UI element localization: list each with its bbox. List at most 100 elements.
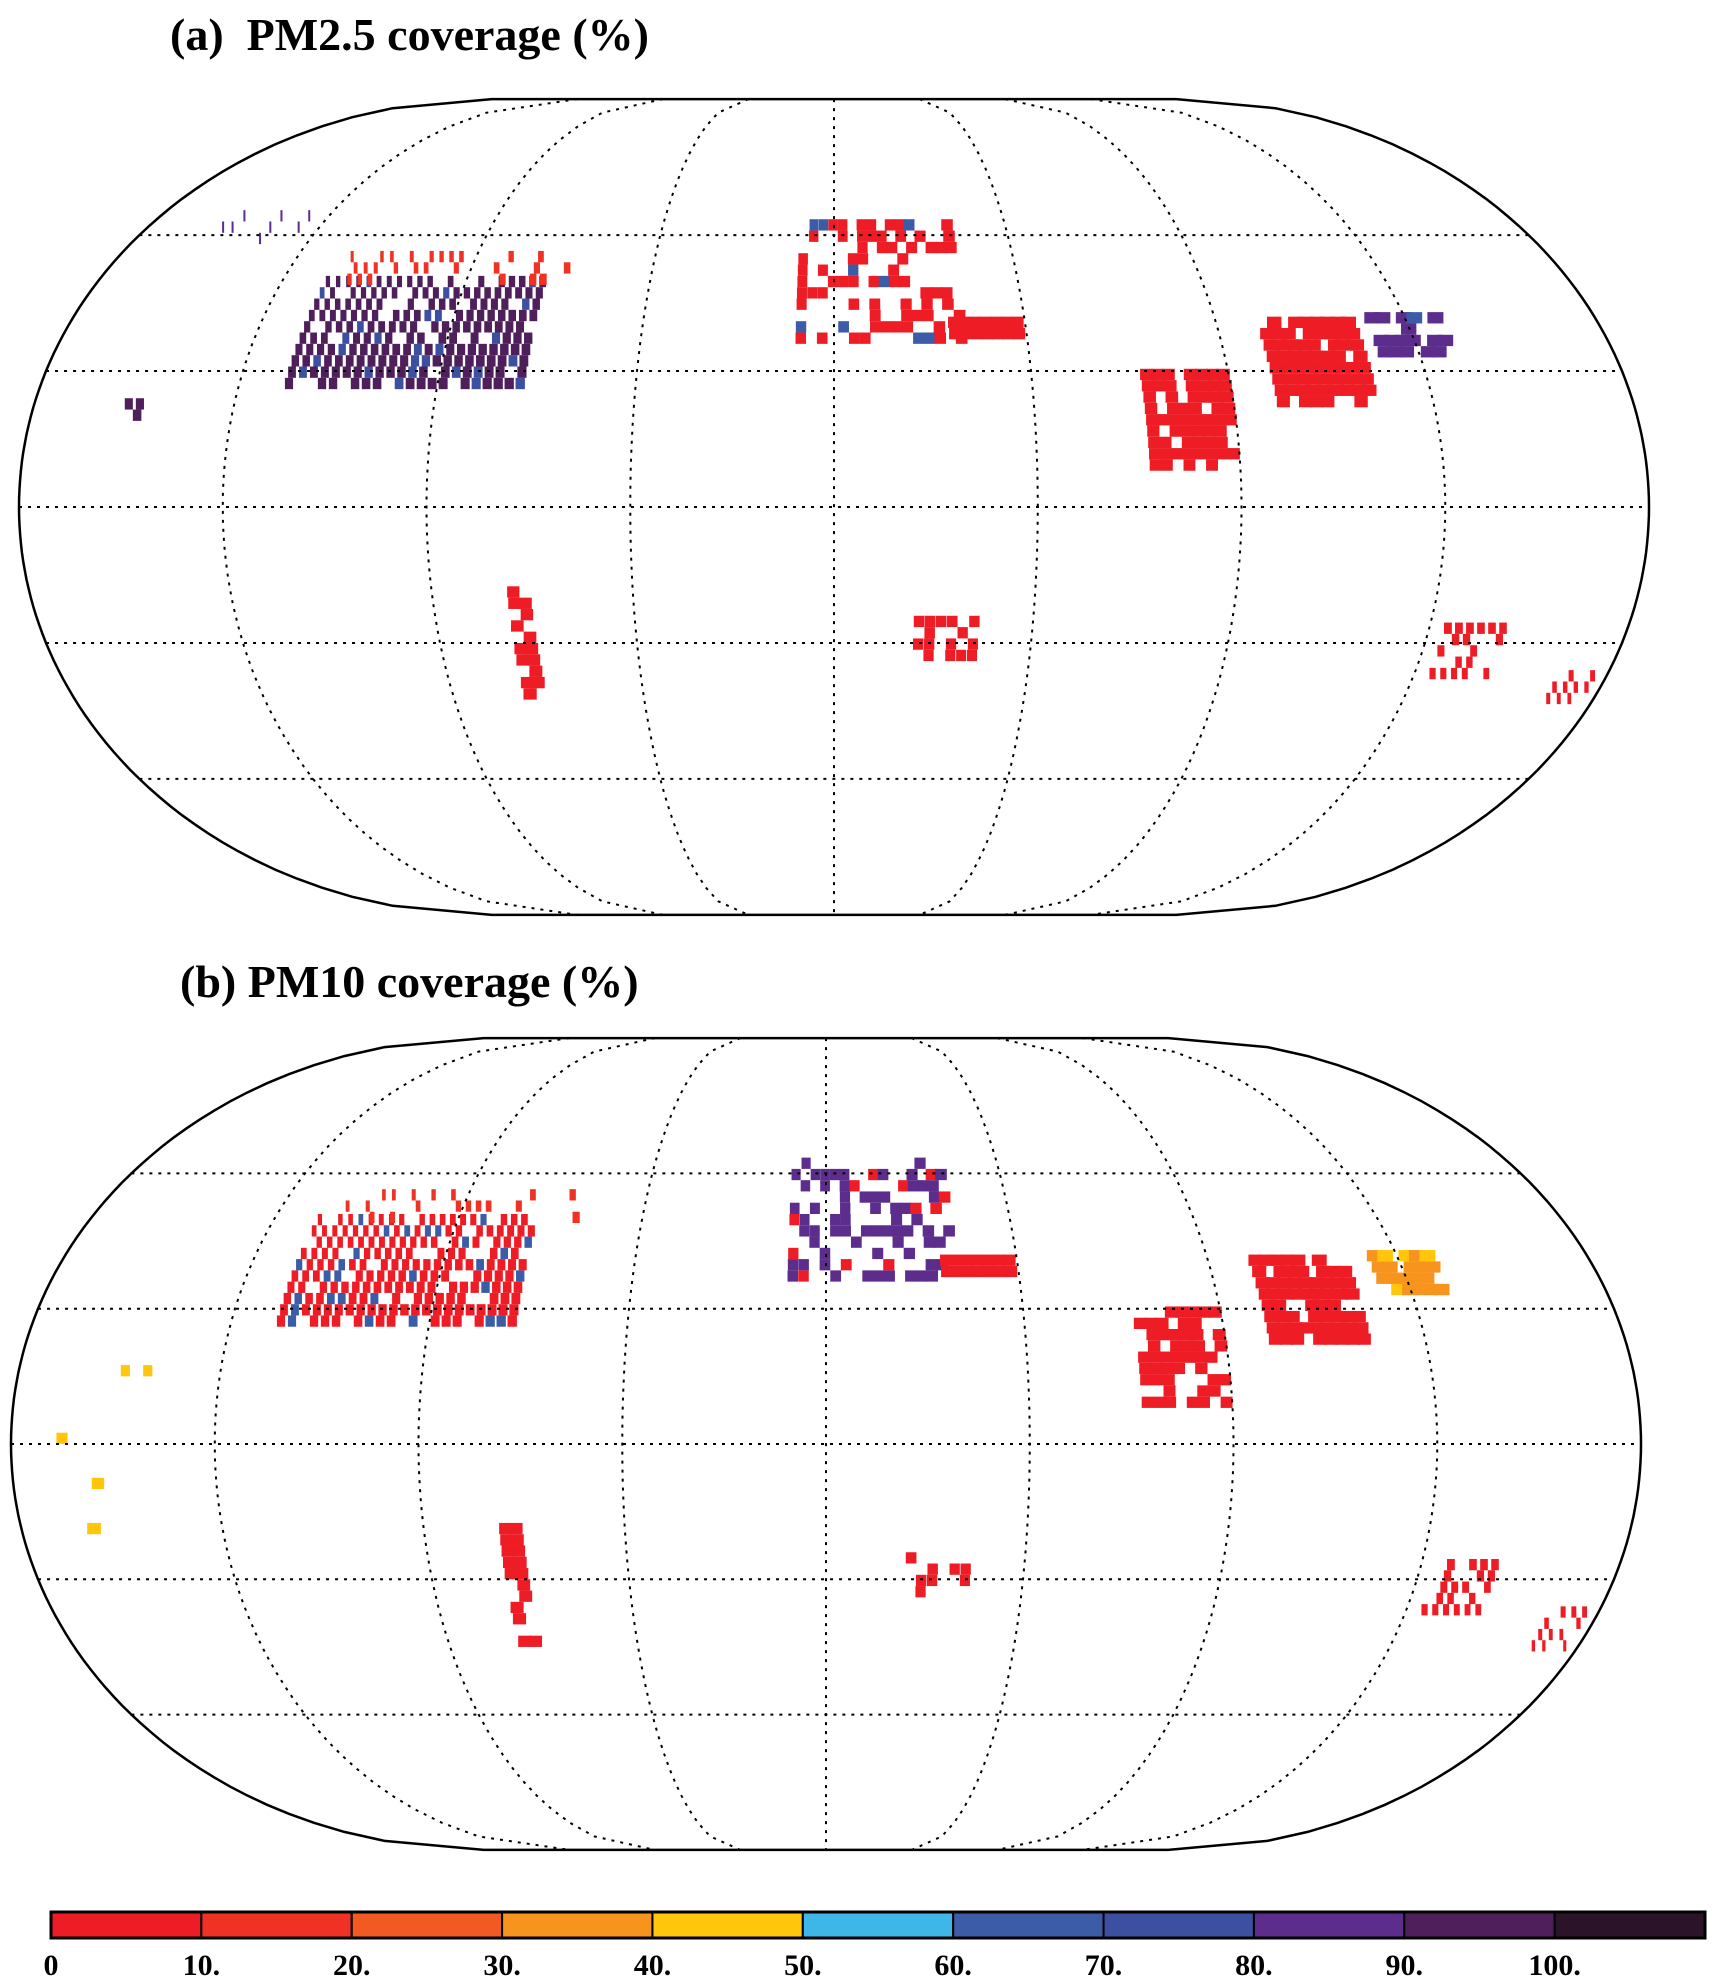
coverage-cell: [923, 649, 934, 662]
coverage-cell: [818, 219, 829, 231]
coverage-cell: [533, 262, 540, 274]
coverage-cell: [481, 1281, 490, 1293]
coverage-cell: [870, 321, 882, 333]
coverage-cell: [888, 264, 900, 276]
coverage-cell: [1313, 1333, 1327, 1345]
coverage-cell: [881, 1225, 893, 1237]
coverage-cell: [392, 1292, 401, 1305]
coverage-cell: [1291, 1288, 1306, 1300]
coverage-cell: [1002, 327, 1015, 340]
coverage-cell: [342, 1225, 348, 1237]
meridian-line: [1082, 1037, 1439, 1851]
coverage-cell: [1395, 312, 1412, 324]
coverage-cell: [323, 1270, 331, 1282]
coverage-cell: [928, 1191, 941, 1203]
coverage-cell: [393, 262, 399, 274]
coverage-cell: [859, 1191, 871, 1203]
coverage-cell: [967, 649, 977, 662]
coverage-cell: [367, 273, 373, 285]
coverage-cell: [297, 221, 300, 233]
coverage-cell: [493, 377, 503, 390]
coverage-cell: [880, 321, 892, 333]
coverage-cell: [487, 1304, 497, 1316]
coverage-cell: [530, 1189, 536, 1201]
coverage-cell: [480, 298, 488, 310]
coverage-cell: [523, 631, 537, 643]
coverage-cell: [1386, 1272, 1403, 1284]
coverage-cell: [1218, 380, 1232, 392]
coverage-cell: [891, 321, 903, 333]
meridian-line: [213, 1037, 570, 1851]
coverage-cell: [787, 1270, 798, 1282]
coverage-cell: [837, 230, 848, 242]
coverage-cell: [299, 332, 307, 344]
coverage-cell: [495, 366, 505, 378]
coverage-cell: [876, 230, 887, 242]
coverage-cell: [446, 1292, 455, 1305]
coverage-cell: [417, 332, 425, 344]
coverage-cell: [430, 1315, 440, 1327]
coverage-cell: [1431, 346, 1447, 358]
coverage-cell: [416, 1281, 425, 1293]
coverage-cell: [1316, 1299, 1331, 1311]
coverage-cell: [869, 1191, 881, 1203]
coverage-cell: [1273, 1265, 1288, 1278]
coverage-cell: [1286, 1310, 1300, 1323]
coverage-cell: [798, 1270, 809, 1282]
coverage-cell: [1172, 1362, 1186, 1375]
coverage-cell: [438, 332, 447, 344]
coverage-cell: [500, 1247, 509, 1260]
colorbar-swatch: [1102, 1911, 1255, 1939]
colorbar-tick-label: 50.: [784, 1949, 822, 1982]
coverage-cell: [511, 620, 524, 632]
coverage-cell: [493, 1236, 501, 1248]
coverage-cell: [482, 377, 492, 390]
coverage-cell: [349, 343, 357, 356]
coverage-cell: [572, 1211, 580, 1224]
coverage-cell: [452, 321, 460, 333]
coverage-cell: [470, 332, 479, 344]
coverage-cell: [888, 275, 900, 288]
meridian-line: [1004, 98, 1243, 916]
coverage-cell: [441, 321, 450, 333]
coverage-cell: [319, 1281, 328, 1293]
coverage-cell: [383, 1225, 390, 1237]
coverage-cell: [924, 615, 936, 628]
coverage-cell: [1447, 1559, 1455, 1571]
coverage-cell: [1163, 1385, 1176, 1397]
coverage-cell: [463, 287, 471, 299]
coverage-cell: [1207, 1374, 1220, 1386]
coverage-cell: [1214, 425, 1227, 437]
coverage-cell: [563, 262, 571, 274]
coverage-cell: [1150, 368, 1164, 381]
coverage-cell: [1283, 373, 1297, 385]
coverage-cell: [449, 298, 456, 310]
coverage-cell: [409, 1270, 417, 1282]
coverage-cell: [914, 1157, 926, 1169]
coverage-cell: [360, 343, 368, 356]
coverage-cell: [901, 321, 914, 333]
coverage-cell: [355, 1270, 363, 1282]
coverage-cell: [363, 1247, 371, 1260]
colorbar-swatch: [1403, 1911, 1556, 1939]
coverage-cell: [1319, 1310, 1333, 1323]
coverage-cell: [341, 1281, 349, 1293]
coverage-cell: [484, 321, 492, 333]
coverage-cell: [1443, 622, 1452, 634]
coverage-cell: [288, 366, 296, 378]
coverage-cell: [1211, 402, 1225, 415]
coverage-cell: [856, 219, 867, 231]
coverage-cell: [367, 321, 375, 333]
coverage-cell: [388, 321, 396, 333]
coverage-cell: [970, 327, 983, 340]
coverage-cell: [521, 1213, 528, 1226]
coverage-cell: [1412, 1283, 1428, 1296]
coverage-cell: [1345, 1288, 1360, 1300]
coverage-cell: [1484, 1581, 1491, 1593]
coverage-cell: [532, 298, 540, 310]
coverage-cell: [1499, 622, 1507, 634]
coverage-cell: [396, 275, 403, 288]
coverage-cell: [301, 1304, 310, 1316]
coverage-cell: [384, 1247, 392, 1260]
coverage-cell: [324, 355, 332, 367]
